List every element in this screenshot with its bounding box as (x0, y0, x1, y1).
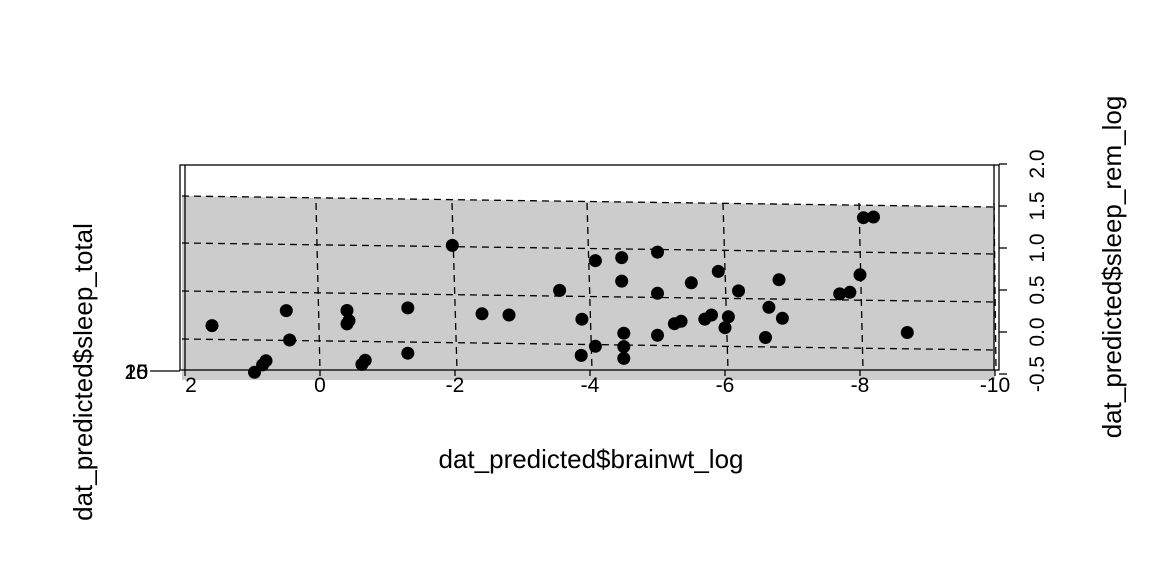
data-point (475, 307, 489, 321)
data-point (718, 321, 732, 335)
data-point (651, 328, 664, 342)
regression-plane-group (181, 195, 997, 380)
data-point (651, 245, 664, 259)
plane-row-line (181, 290, 996, 303)
data-point (340, 304, 354, 317)
data-point (843, 285, 857, 299)
data-point (358, 353, 372, 367)
x-tick-label: 2 (185, 374, 197, 397)
data-point (588, 339, 602, 353)
data-point (588, 254, 602, 268)
data-point (772, 273, 786, 287)
data-point (867, 210, 880, 224)
z-tick-label: 2.0 (1026, 149, 1049, 178)
data-point (617, 326, 631, 340)
regression-plane (182, 196, 995, 380)
data-point (553, 283, 567, 297)
y-tick-label: 15 (125, 361, 148, 384)
x-axis-title: dat_predicted$brainwt_log (439, 444, 744, 474)
x-tick-label: -6 (716, 374, 735, 397)
data-point (445, 238, 459, 252)
data-point (762, 300, 776, 314)
z-axis-title: dat_predicted$sleep_rem_log (1097, 96, 1127, 439)
y-axis-title: dat_predicted$sleep_total (68, 223, 98, 521)
data-point (759, 331, 772, 344)
data-points (205, 210, 914, 379)
data-point (705, 308, 718, 322)
data-point (856, 211, 870, 225)
data-point (401, 301, 415, 315)
x-axis-ticks: 2 0 -2 -4 -6 -8 -10 (184, 370, 1010, 397)
plane-col-line (858, 202, 864, 371)
z-tick-label: 1.5 (1026, 191, 1049, 220)
data-point (651, 286, 664, 300)
data-point (283, 333, 297, 347)
data-point (853, 268, 867, 282)
z-tick-label: 0.5 (1026, 275, 1049, 304)
data-point (674, 314, 688, 328)
z-axis-ticks: -0.5 0.0 0.5 1.0 1.5 2.0 (999, 149, 1049, 392)
data-point (340, 317, 354, 331)
plane-col-line (315, 202, 321, 371)
data-point (617, 351, 631, 365)
data-point (575, 312, 589, 326)
z-tick-label: 0.0 (1026, 317, 1049, 346)
y-tick-label: 10 (125, 361, 148, 384)
plane-col-line (451, 202, 458, 371)
x-tick-label: -8 (851, 374, 870, 397)
plane-col-line (586, 202, 593, 371)
x-tick-label: 0 (314, 374, 326, 397)
data-point (259, 354, 273, 368)
data-point (732, 284, 745, 298)
data-point (279, 304, 293, 318)
x-tick-label: -2 (446, 374, 465, 397)
y-tick-label: 20 (125, 361, 148, 384)
z-tick-label: 1.0 (1026, 233, 1049, 262)
z-tick-label: -0.5 (1026, 356, 1049, 392)
data-point (615, 274, 629, 288)
plane-col-line (722, 202, 729, 371)
data-point (401, 346, 415, 360)
data-point (775, 311, 789, 325)
data-point (900, 326, 914, 339)
plane-row-line (181, 338, 996, 351)
data-point (617, 340, 631, 354)
x-tick-label: -4 (581, 374, 600, 397)
data-point (711, 264, 725, 278)
y-tick-label: 5 (136, 361, 148, 384)
data-point (574, 348, 588, 362)
data-point (205, 319, 219, 333)
data-point (684, 276, 698, 290)
y-tick-label: 0 (136, 361, 148, 384)
data-point (833, 287, 847, 301)
x-tick-label: -10 (980, 374, 1010, 397)
data-point (502, 308, 516, 322)
data-point (615, 251, 629, 265)
data-point (721, 310, 735, 324)
